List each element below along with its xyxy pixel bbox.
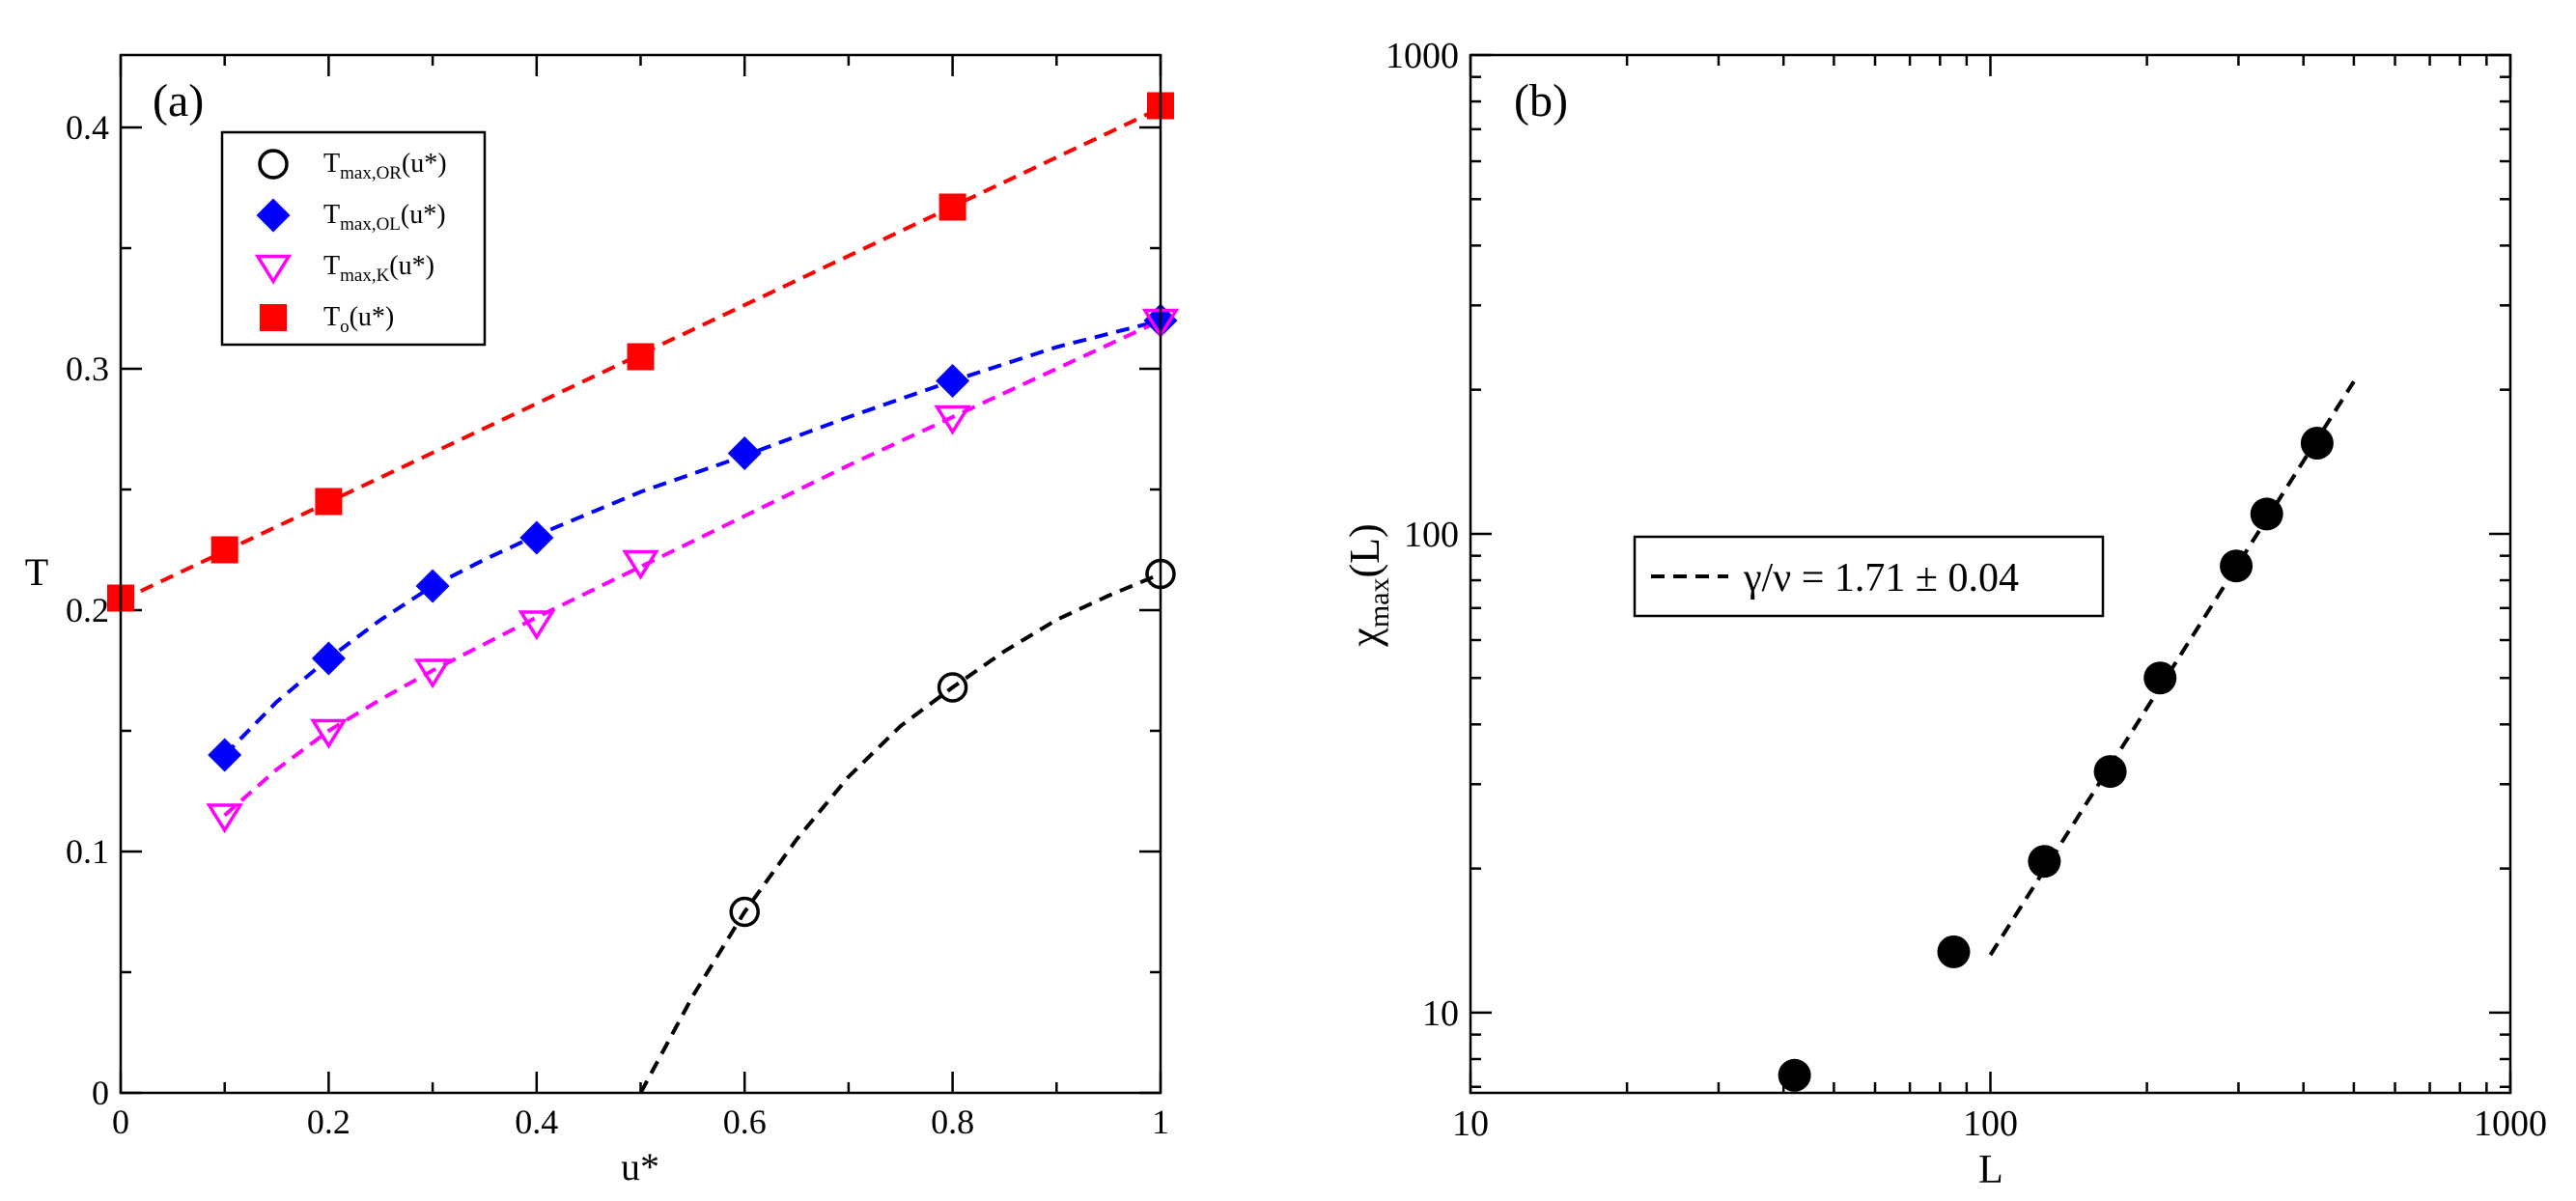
panel-a-legend-marker xyxy=(256,198,291,233)
panel-a-y-tick-label: 0.2 xyxy=(66,591,109,629)
panel-a-legend-label: Tmax,OR(u*) xyxy=(323,149,447,183)
panel-a-data-point xyxy=(208,738,242,772)
panel-a-legend-marker xyxy=(258,149,289,180)
panel-a-legend: Tmax,OR(u*) Tmax,OL(u*) Tmax,K(u*) To(u*) xyxy=(220,130,487,347)
panel-a-x-tick-label: 0.2 xyxy=(307,1103,350,1141)
panel-b-data-point xyxy=(2028,845,2061,879)
panel-a-data-point xyxy=(519,520,554,555)
panel-b-y-axis-label-main: χ xyxy=(1341,628,1388,648)
panel-a-data-point xyxy=(206,803,243,834)
panel-a-data-point xyxy=(518,610,556,641)
panel-b-y-tick-label: 1000 xyxy=(1386,36,1459,76)
panel-b-x-tick-label: 100 xyxy=(1963,1103,2018,1144)
panel-a-data-points xyxy=(107,92,1180,928)
panel-a-data-point xyxy=(727,436,762,470)
panel-b-x-tick-label: 1000 xyxy=(2474,1103,2547,1144)
panel-b-x-axis-label: L xyxy=(1978,1148,2003,1192)
panel-a-ticks: 0 0.2 0.4 0.6 0.8 1 0 0.1 0.2 0.3 0.4 xyxy=(66,55,1169,1141)
panel-b-data-point xyxy=(1778,1058,1811,1092)
panel-a-x-tick-label: 0.8 xyxy=(931,1103,974,1141)
panel-a-data-point xyxy=(938,193,966,221)
panel-a-data-point xyxy=(934,405,971,435)
panel-a-legend-label: Tmax,OL(u*) xyxy=(323,200,446,235)
panel-b-data-points xyxy=(1778,426,2334,1092)
panel-a-data-point xyxy=(315,488,343,516)
panel-a-data-point xyxy=(310,718,348,749)
panel-a-legend-marker xyxy=(254,254,293,285)
panel-a-data-point xyxy=(413,658,452,689)
panel-b-x-tick-label: 10 xyxy=(1452,1103,1489,1144)
panel-b-legend-box xyxy=(1633,535,2105,618)
panel-a-data-point xyxy=(210,536,238,564)
panel-a-x-axis-label: u* xyxy=(621,1145,659,1188)
panel-a-data-point xyxy=(622,549,659,580)
panel-a-x-tick-label: 0.6 xyxy=(723,1103,767,1141)
panel-a-y-tick-label: 0.1 xyxy=(66,832,109,871)
panel-a-legend-label: Tmax,K(u*) xyxy=(323,251,434,286)
panel-b-frame xyxy=(1469,53,2512,1095)
panel-a-data-point xyxy=(936,364,970,398)
panel-b-label: (b) xyxy=(1514,75,1568,126)
panel-a-data-point xyxy=(311,641,346,676)
panel-a-fit-line xyxy=(223,319,1162,817)
panel-a-y-tick-label: 0.4 xyxy=(66,108,109,147)
panel-a-fit-line xyxy=(120,106,1162,602)
panel-b: 10 100 1000 10 100 1000 (b) L χmax(L) γ/ν = 1… xyxy=(1341,36,2547,1192)
panel-a-label: (a) xyxy=(153,75,204,126)
panel-a-y-tick-label: 0 xyxy=(92,1074,109,1112)
panel-a-x-tick-label: 1 xyxy=(1152,1103,1169,1141)
panel-b-data-point xyxy=(1937,935,1971,968)
panel-b-y-axis-label-tail: (L) xyxy=(1341,523,1388,577)
panel-b-y-tick-label: 100 xyxy=(1404,515,1459,555)
panel-a-y-tick-label: 0.3 xyxy=(66,349,109,388)
panel-a-data-point xyxy=(937,672,968,703)
panel-b-data-point xyxy=(2220,549,2254,583)
panel-a-fit-line xyxy=(638,572,1162,1094)
panel-a: 0 0.2 0.4 0.6 0.8 1 0 0.1 0.2 0.3 0.4 (a) u* T Tma… xyxy=(25,53,1180,1188)
panel-a-fit-line xyxy=(223,319,1162,757)
panel-b-legend-label: γ/ν = 1.71 ± 0.04 xyxy=(1743,556,2019,600)
panel-a-legend-label: To(u*) xyxy=(323,302,394,337)
panel-b-data-point xyxy=(2143,661,2177,695)
panel-a-data-point xyxy=(627,343,655,371)
panel-b-y-axis-label: χmax(L) xyxy=(1341,523,1395,647)
panel-a-data-point xyxy=(729,896,760,928)
panel-a-y-axis-label: T xyxy=(25,550,48,594)
panel-b-legend: γ/ν = 1.71 ± 0.04 xyxy=(1633,535,2105,618)
panel-b-data-point xyxy=(2300,426,2334,460)
panel-b-y-tick-label: 10 xyxy=(1422,993,1459,1034)
panel-a-legend-marker xyxy=(260,304,287,331)
panel-a-data-point xyxy=(415,569,450,603)
panel-b-data-point xyxy=(2093,755,2127,789)
panel-a-x-tick-label: 0.4 xyxy=(515,1103,558,1141)
panel-a-frame xyxy=(119,53,1162,1095)
panel-b-data-point xyxy=(2250,497,2283,531)
panel-a-x-tick-label: 0 xyxy=(112,1103,129,1141)
panel-b-y-axis-label-sub: max xyxy=(1363,578,1395,628)
